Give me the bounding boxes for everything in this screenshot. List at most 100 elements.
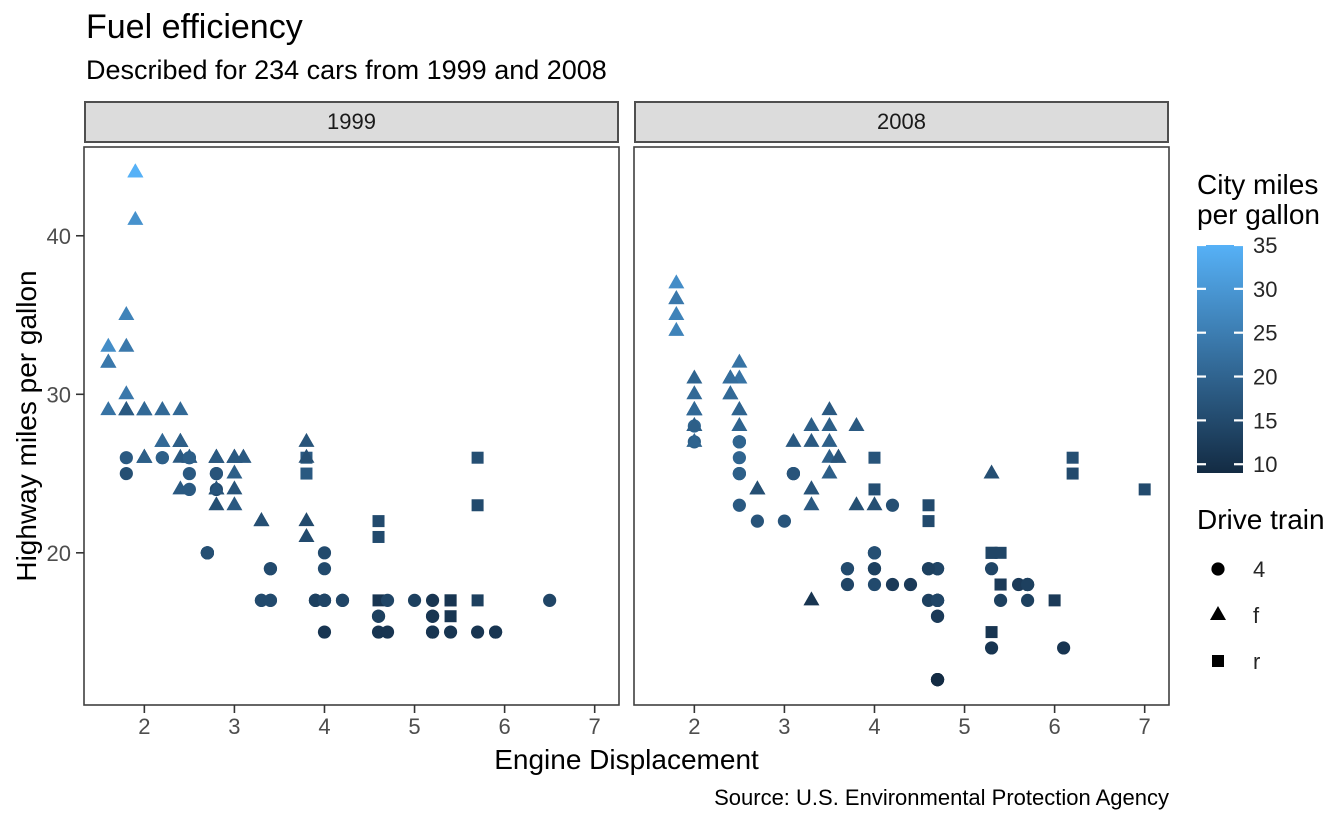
y-axis-title: Highway miles per gallon xyxy=(11,270,42,582)
data-point-2008-drv-4 xyxy=(867,562,882,576)
x-tick-label: 7 xyxy=(1139,714,1151,739)
data-point-1999-drv-r xyxy=(372,515,385,528)
panel-border-1999 xyxy=(83,146,620,706)
facet-strip-1999: 1999 xyxy=(84,101,619,143)
color-legend-tick-label: 35 xyxy=(1253,233,1277,258)
shape-legend-label: f xyxy=(1253,603,1260,628)
data-point-2008-drv-4 xyxy=(732,466,746,481)
data-point-1999-drv-4 xyxy=(182,451,196,465)
color-legend-title-line1: City miles xyxy=(1197,169,1319,200)
data-point-2008-drv-f xyxy=(686,385,703,400)
data-point-1999-drv-4 xyxy=(335,593,350,607)
data-point-2008-drv-f xyxy=(848,496,865,511)
data-point-2008-drv-f xyxy=(821,401,838,416)
data-point-1999-drv-f xyxy=(100,401,117,416)
data-point-2008-drv-4 xyxy=(921,562,936,576)
panel-border-2008 xyxy=(633,146,1170,706)
data-point-1999-drv-4 xyxy=(443,625,458,639)
x-tick-label: 2 xyxy=(138,714,150,739)
data-point-2008-drv-f xyxy=(803,480,820,495)
data-point-1999-drv-4 xyxy=(263,562,278,576)
data-point-2008-drv-f xyxy=(803,496,820,511)
data-point-2008-drv-4 xyxy=(777,514,792,528)
data-point-2008-drv-f xyxy=(749,480,766,495)
facet-strip-2008: 2008 xyxy=(634,101,1169,143)
data-point-2008-drv-4 xyxy=(930,593,945,607)
x-tick-label: 4 xyxy=(318,714,330,739)
data-point-2008-drv-4 xyxy=(732,498,746,512)
data-point-1999-drv-4 xyxy=(200,546,214,560)
data-point-2008-drv-4 xyxy=(732,451,746,465)
y-tick-label: 30 xyxy=(47,382,71,407)
data-point-1999-drv-f xyxy=(118,306,135,321)
y-tick-label: 40 xyxy=(47,224,71,249)
data-point-2008-drv-f xyxy=(848,417,865,431)
data-point-1999-drv-r xyxy=(471,594,484,607)
data-point-1999-drv-4 xyxy=(407,593,422,607)
x-tick-label: 3 xyxy=(228,714,240,739)
x-tick-label: 6 xyxy=(498,714,510,739)
data-point-1999-drv-f xyxy=(100,353,117,368)
data-point-2008-drv-4 xyxy=(984,562,999,576)
data-point-2008-drv-r xyxy=(1066,451,1079,464)
color-legend-tick-label: 20 xyxy=(1253,365,1277,390)
data-point-2008-drv-4 xyxy=(840,577,855,592)
data-point-1999-drv-r xyxy=(444,610,457,623)
data-point-2008-drv-f xyxy=(785,432,802,447)
data-point-2008-drv-r xyxy=(1048,594,1061,607)
data-point-1999-drv-f xyxy=(118,385,135,400)
data-point-2008-drv-4 xyxy=(867,546,882,560)
data-point-1999-drv-f xyxy=(136,401,153,416)
data-point-1999-drv-f xyxy=(118,401,135,416)
color-legend-tick-label: 25 xyxy=(1253,321,1277,346)
data-point-1999-drv-f xyxy=(226,464,243,479)
facet-strip-label: 2008 xyxy=(877,109,926,134)
data-point-2008-drv-f xyxy=(821,432,838,447)
x-tick-label: 5 xyxy=(958,714,970,739)
data-point-1999-drv-f xyxy=(208,480,225,495)
data-point-1999-drv-4 xyxy=(543,593,557,607)
data-point-2008-drv-4 xyxy=(1020,593,1035,607)
data-point-2008-drv-4 xyxy=(867,577,882,592)
data-point-2008-drv-4 xyxy=(786,466,801,481)
data-point-2008-drv-4 xyxy=(885,577,900,592)
data-point-2008-drv-f xyxy=(722,385,739,400)
data-point-2008-drv-4 xyxy=(750,514,764,528)
data-point-2008-drv-r xyxy=(985,626,998,639)
data-point-1999-drv-f xyxy=(172,432,189,447)
data-point-2008-drv-f xyxy=(686,432,703,447)
shape-legend-square-glyph xyxy=(1212,655,1224,667)
x-tick-label: 3 xyxy=(778,714,790,739)
shape-legend-title: Drive train xyxy=(1197,504,1325,535)
data-point-2008-drv-f xyxy=(731,353,748,368)
data-point-2008-drv-f xyxy=(686,401,703,416)
data-point-2008-drv-f xyxy=(668,290,685,305)
data-point-1999-drv-f xyxy=(226,496,243,511)
data-point-1999-drv-4 xyxy=(209,466,223,481)
data-point-2008-drv-f xyxy=(731,417,748,431)
color-legend-tick-label: 10 xyxy=(1253,452,1277,477)
x-tick-label: 2 xyxy=(688,714,700,739)
page-subtitle: Described for 234 cars from 1999 and 200… xyxy=(86,55,607,85)
data-point-2008-drv-4 xyxy=(993,593,1008,607)
data-point-1999-drv-4 xyxy=(380,593,395,607)
data-point-2008-drv-f xyxy=(866,496,883,511)
data-point-1999-drv-r xyxy=(444,594,457,607)
data-point-1999-drv-f xyxy=(298,512,315,527)
data-point-1999-drv-f xyxy=(127,163,144,178)
data-point-1999-drv-f xyxy=(298,432,315,447)
data-point-2008-drv-f xyxy=(668,321,685,336)
data-point-2008-drv-f xyxy=(821,464,838,479)
data-point-1999-drv-r xyxy=(471,499,484,512)
shape-legend-label: 4 xyxy=(1253,557,1265,582)
data-point-2008-drv-f xyxy=(668,274,685,289)
data-point-2008-drv-4 xyxy=(1020,577,1035,592)
data-point-1999-drv-f xyxy=(226,480,243,495)
data-point-1999-drv-4 xyxy=(263,593,278,607)
data-point-2008-drv-4 xyxy=(984,641,999,655)
data-point-1999-drv-4 xyxy=(470,625,485,639)
data-point-2008-drv-f xyxy=(722,369,739,384)
data-point-2008-drv-r xyxy=(994,546,1007,559)
color-legend-tick-label: 30 xyxy=(1253,277,1277,302)
